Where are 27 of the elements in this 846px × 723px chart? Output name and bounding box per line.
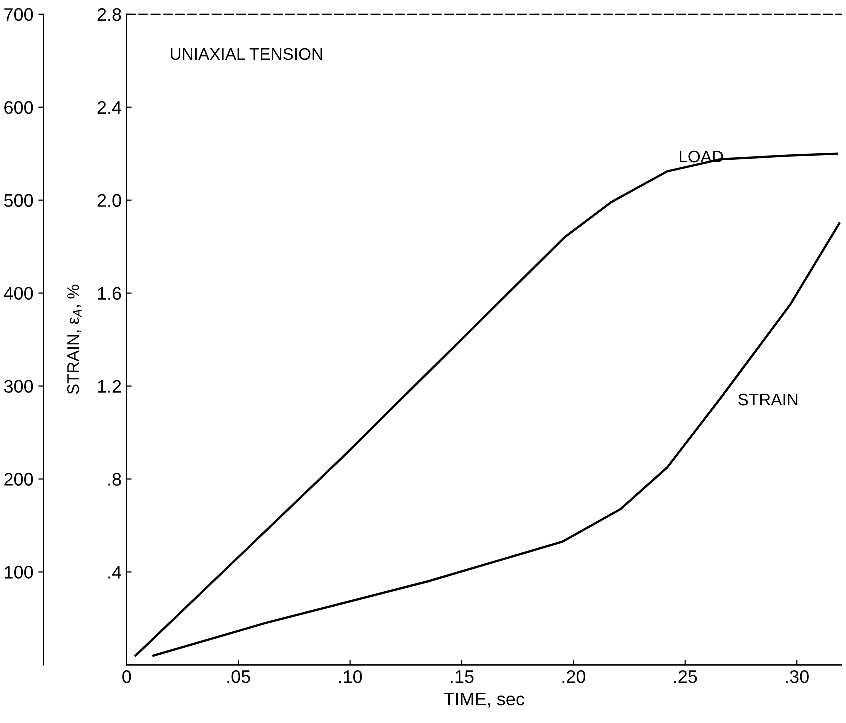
y-tick-label: 1.2 [98, 380, 122, 393]
x-tick-label: .05 [228, 670, 250, 684]
y2-tick-label: 400 [4, 287, 34, 300]
y-tick-label: 2.4 [98, 101, 122, 114]
y-tick-label: .4 [108, 566, 122, 579]
x-tick-label: .30 [786, 670, 809, 684]
x-tick-label: .15 [451, 670, 474, 684]
line-series [152, 222, 841, 657]
x-axis-title: TIME, sec [444, 693, 524, 708]
y2-tick-label: 300 [4, 380, 34, 394]
y2-tick-label: 700 [4, 8, 34, 22]
y-tick-label: 1.6 [98, 287, 122, 300]
y2-tick-label: 600 [4, 101, 34, 114]
annotation: UNIAXIAL TENSION [171, 48, 322, 60]
y2-tick-label: 500 [4, 194, 34, 208]
y-tick-label: .8 [108, 473, 122, 486]
x-tick-label: 0 [122, 670, 132, 684]
x-tick-label: .10 [339, 670, 362, 684]
y2-tick-label: 100 [5, 566, 34, 579]
series-label: STRAIN [738, 394, 798, 406]
y2-tick-label: 200 [4, 473, 34, 486]
x-tick-label: .20 [562, 670, 586, 684]
y-tick-label: 2.8 [98, 8, 122, 22]
x-tick-label: .25 [674, 670, 698, 684]
y-tick-label: 2.0 [98, 194, 122, 208]
line-series [134, 152, 838, 657]
y-axis-title: STRAIN, ε$_{A}$, % [67, 285, 82, 394]
